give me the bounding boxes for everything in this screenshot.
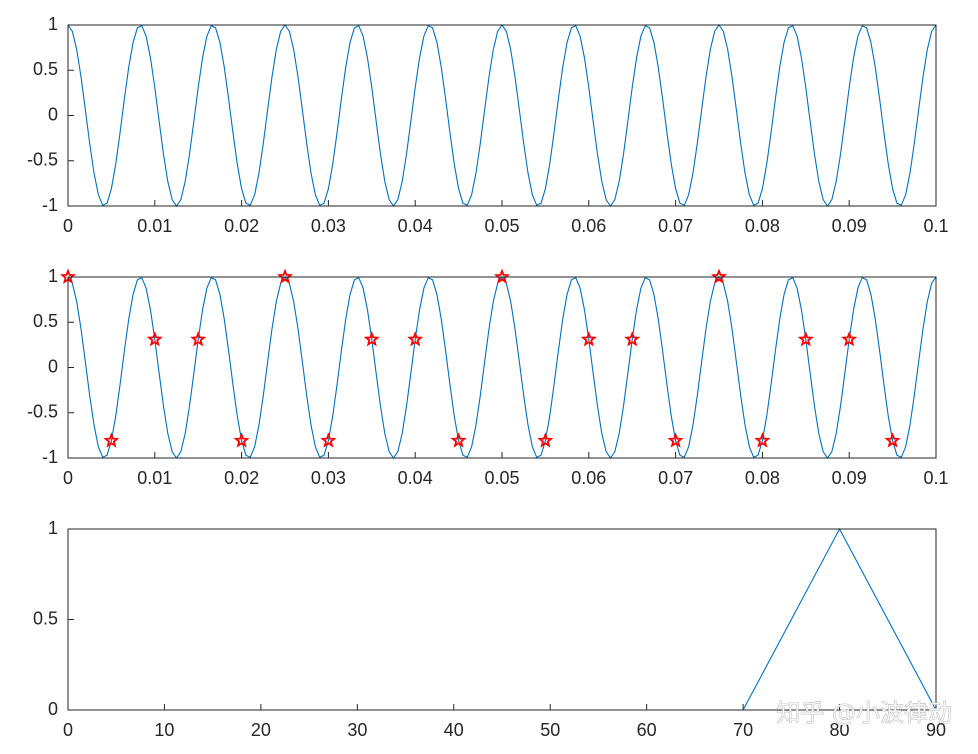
x-tick-label: 0.06: [571, 216, 606, 236]
y-tick-label: 1: [48, 14, 58, 34]
x-tick-label: 0.01: [137, 216, 172, 236]
y-tick-label: 0.5: [33, 608, 58, 628]
axes-box: [67, 528, 937, 711]
x-tick-label: 0: [63, 468, 73, 488]
x-tick-label: 30: [347, 720, 367, 740]
x-tick-label: 0.05: [484, 216, 519, 236]
x-tick-label: 70: [733, 720, 753, 740]
y-tick-label: 0.5: [33, 311, 58, 331]
x-tick-label: 50: [540, 720, 560, 740]
x-tick-label: 0.03: [311, 216, 346, 236]
y-tick-label: -1: [42, 447, 58, 467]
x-tick-label: 0.1: [923, 468, 948, 488]
axes-background: [68, 277, 936, 458]
y-tick-label: 0: [48, 104, 58, 124]
sample-marker: [710, 268, 728, 284]
x-tick-label: 0.08: [745, 216, 780, 236]
sample-marker: [841, 331, 858, 347]
x-tick-label: 0.07: [658, 468, 693, 488]
x-tick-label: 0.02: [224, 216, 259, 236]
x-tick-label: 0: [63, 216, 73, 236]
y-tick-label: 1: [48, 266, 58, 286]
y-tick-label: 0: [48, 356, 58, 376]
sample-marker: [754, 432, 771, 448]
axes-box: [67, 276, 937, 459]
y-tick-label: -1: [42, 195, 58, 215]
x-tick-label: 0.09: [832, 468, 867, 488]
x-tick-label: 40: [444, 720, 464, 740]
axes-background: [68, 529, 936, 710]
sample-marker: [103, 432, 120, 448]
sample-marker: [363, 331, 380, 347]
sample-marker: [667, 432, 684, 448]
y-tick-label: 1: [48, 518, 58, 538]
x-tick-label: 0.08: [745, 468, 780, 488]
y-tick-label: 0: [48, 699, 58, 719]
x-tick-label: 0.02: [224, 468, 259, 488]
x-tick-label: 20: [251, 720, 271, 740]
watermark: 知乎 @小波律动: [776, 699, 952, 727]
sample-marker: [320, 432, 337, 448]
sample-marker: [493, 268, 511, 284]
x-tick-label: 0: [63, 720, 73, 740]
sample-marker: [407, 331, 424, 347]
x-tick-label: 10: [154, 720, 174, 740]
sample-marker: [233, 432, 250, 448]
sample-marker: [276, 268, 294, 284]
x-tick-label: 0.1: [923, 216, 948, 236]
sample-marker: [450, 432, 467, 448]
sample-marker: [580, 331, 597, 347]
x-tick-label: 0.05: [484, 468, 519, 488]
y-tick-label: 0.5: [33, 59, 58, 79]
axes-background: [68, 25, 936, 206]
sample-marker: [797, 331, 814, 347]
sample-marker: [884, 432, 901, 448]
x-tick-label: 0.03: [311, 468, 346, 488]
y-tick-label: -0.5: [27, 402, 58, 422]
x-tick-label: 0.07: [658, 216, 693, 236]
sample-marker: [190, 331, 207, 347]
x-tick-label: 60: [637, 720, 657, 740]
x-tick-label: 0.01: [137, 468, 172, 488]
x-tick-label: 0.04: [398, 216, 433, 236]
x-tick-label: 0.09: [832, 216, 867, 236]
x-tick-label: 90: [926, 720, 946, 740]
x-tick-label: 80: [830, 720, 850, 740]
sample-marker: [537, 432, 554, 448]
sample-marker: [146, 331, 163, 347]
axes-box: [67, 24, 937, 207]
sample-marker: [624, 331, 641, 347]
x-tick-label: 0.06: [571, 468, 606, 488]
x-tick-label: 0.04: [398, 468, 433, 488]
y-tick-label: -0.5: [27, 150, 58, 170]
